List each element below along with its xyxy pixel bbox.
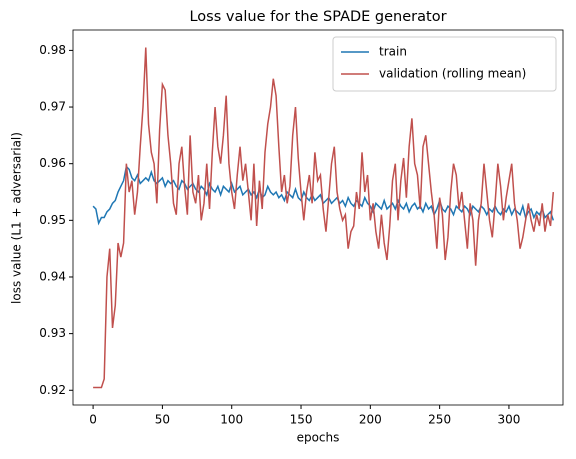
y-tick-label: 0.96 — [39, 156, 66, 170]
x-axis-label: epochs — [297, 431, 340, 445]
y-tick-label: 0.98 — [39, 43, 66, 57]
x-tick-label: 0 — [89, 413, 97, 427]
y-tick-label: 0.93 — [39, 326, 66, 340]
x-tick-label: 50 — [155, 413, 170, 427]
legend-label: validation (rolling mean) — [379, 67, 526, 81]
y-tick-label: 0.95 — [39, 213, 66, 227]
y-axis-label: loss value (L1 + adversarial) — [10, 132, 24, 304]
line-series — [93, 47, 555, 389]
legend-box — [332, 36, 557, 92]
x-tick-label: 300 — [497, 413, 520, 427]
x-tick-label: 250 — [428, 413, 451, 427]
x-tick-label: 200 — [359, 413, 382, 427]
legend-label: train — [379, 45, 407, 59]
y-tick-label: 0.97 — [39, 100, 66, 114]
y-tick-label: 0.94 — [39, 269, 66, 283]
x-tick-label: 150 — [290, 413, 313, 427]
y-tick-label: 0.92 — [39, 383, 66, 397]
chart-title: Loss value for the SPADE generator — [189, 9, 446, 25]
x-tick-label: 100 — [220, 413, 243, 427]
plot-frame — [72, 29, 564, 406]
